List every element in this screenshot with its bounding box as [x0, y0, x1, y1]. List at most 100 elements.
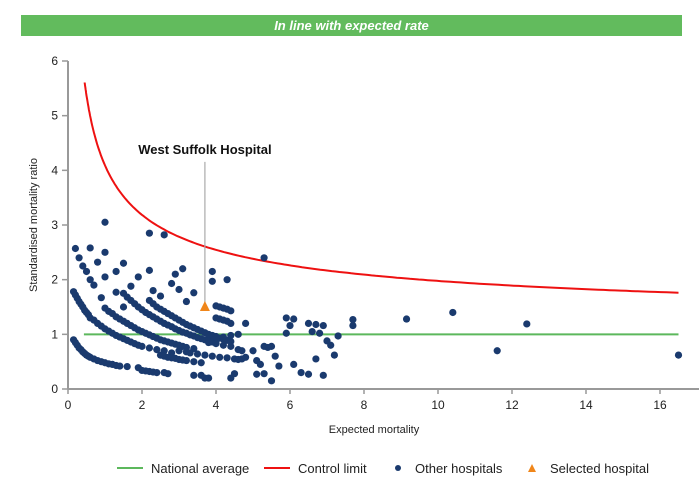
- reference-lines: [83, 82, 679, 336]
- status-banner: In line with expected rate: [21, 15, 682, 36]
- hospital-point: [238, 355, 246, 363]
- hospital-point: [227, 342, 235, 350]
- legend-item-selected-hospital: Selected hospital: [520, 458, 649, 478]
- hospital-point: [208, 352, 216, 360]
- legend-triangle-icon: [528, 464, 536, 472]
- y-tick-label: 2: [51, 273, 58, 287]
- legend-item-national-average: National average: [117, 458, 249, 478]
- hospital-point: [86, 244, 94, 252]
- hospital-point: [138, 342, 146, 350]
- hospital-point: [238, 347, 246, 355]
- hospital-point: [168, 279, 176, 288]
- hospital-point: [260, 370, 268, 378]
- hospital-point: [212, 340, 220, 348]
- hospital-point: [253, 370, 261, 378]
- hospital-point: [402, 315, 411, 323]
- hospital-point: [327, 341, 335, 349]
- x-tick-label: 12: [505, 398, 519, 412]
- hospital-point: [201, 351, 209, 359]
- y-tick-label: 6: [51, 54, 58, 68]
- hospital-point: [349, 315, 357, 324]
- hospital-point: [493, 347, 501, 355]
- hospital-point: [271, 352, 279, 360]
- legend-label: Other hospitals: [415, 460, 503, 476]
- hospital-point: [449, 308, 457, 317]
- hospital-point: [264, 343, 272, 352]
- hospital-point: [112, 288, 120, 296]
- legend-red-line-icon: [264, 467, 290, 469]
- x-axis-label: Expected mortality: [329, 424, 420, 436]
- hospital-point: [223, 354, 231, 362]
- y-tick-label: 1: [51, 327, 58, 341]
- x-tick-label: 0: [65, 398, 72, 412]
- scatter-points: [69, 218, 683, 385]
- hospital-point: [205, 338, 213, 347]
- hospital-point: [156, 292, 165, 300]
- x-tick-label: 6: [287, 398, 294, 412]
- hospital-point: [149, 287, 157, 295]
- hospital-point: [145, 229, 153, 237]
- hospital-point: [175, 347, 183, 355]
- hospital-point: [297, 369, 305, 377]
- hospital-point: [290, 360, 298, 368]
- hospital-point: [182, 297, 190, 306]
- hospital-point: [160, 231, 168, 239]
- hospital-point: [164, 370, 172, 378]
- x-tick-label: 4: [213, 398, 220, 412]
- legend: National average Control limit Other hos…: [0, 458, 700, 478]
- hospital-point: [234, 330, 242, 338]
- hospital-point: [304, 370, 313, 378]
- hospital-point: [319, 321, 327, 330]
- hospital-point: [223, 276, 231, 284]
- hospital-point: [219, 341, 227, 349]
- hospital-point: [101, 248, 109, 256]
- hospital-point: [208, 267, 216, 276]
- hospital-point: [134, 273, 142, 281]
- hospital-point: [127, 282, 135, 290]
- hospital-point: [290, 315, 298, 323]
- hospital-point: [308, 328, 316, 336]
- hospital-point: [119, 259, 128, 267]
- hospital-point: [101, 218, 109, 226]
- selected-hospital-marker: [199, 301, 210, 311]
- hospital-point: [319, 371, 327, 379]
- legend-label: Selected hospital: [550, 460, 650, 476]
- hospital-point: [190, 358, 198, 366]
- hospital-point: [97, 294, 105, 302]
- hospital-point: [190, 371, 198, 379]
- hospital-point: [316, 329, 324, 337]
- hospital-point: [286, 321, 294, 330]
- hospital-point: [193, 350, 202, 358]
- annotation: West Suffolk Hospital: [138, 142, 272, 311]
- hospital-point: [116, 362, 124, 370]
- hospital-point: [153, 346, 161, 354]
- hospital-point: [119, 303, 128, 311]
- legend-label: National average: [151, 460, 250, 476]
- hospital-point: [75, 254, 83, 262]
- y-tick-label: 5: [51, 109, 58, 123]
- hospital-point: [275, 362, 283, 370]
- hospital-point: [153, 369, 161, 377]
- hospital-point: [175, 285, 183, 294]
- hospital-point: [282, 329, 290, 337]
- hospital-point: [260, 254, 268, 262]
- hospital-point: [230, 370, 239, 378]
- hospital-point: [523, 320, 531, 328]
- hospital-point: [205, 374, 213, 382]
- hospital-point: [94, 258, 102, 266]
- y-tick-label: 4: [51, 163, 58, 177]
- legend-dot-icon: [395, 465, 401, 471]
- x-tick-label: 8: [361, 398, 368, 412]
- hospital-point: [186, 349, 194, 357]
- control-limit-curve: [83, 82, 679, 294]
- hospital-point: [145, 344, 153, 352]
- hospital-point: [208, 277, 216, 285]
- hospital-point: [112, 267, 120, 276]
- hospital-point: [674, 351, 683, 359]
- x-tick-label: 16: [653, 398, 667, 412]
- hospital-point: [304, 319, 313, 327]
- hospital-point: [101, 273, 109, 281]
- hospital-point: [182, 356, 190, 365]
